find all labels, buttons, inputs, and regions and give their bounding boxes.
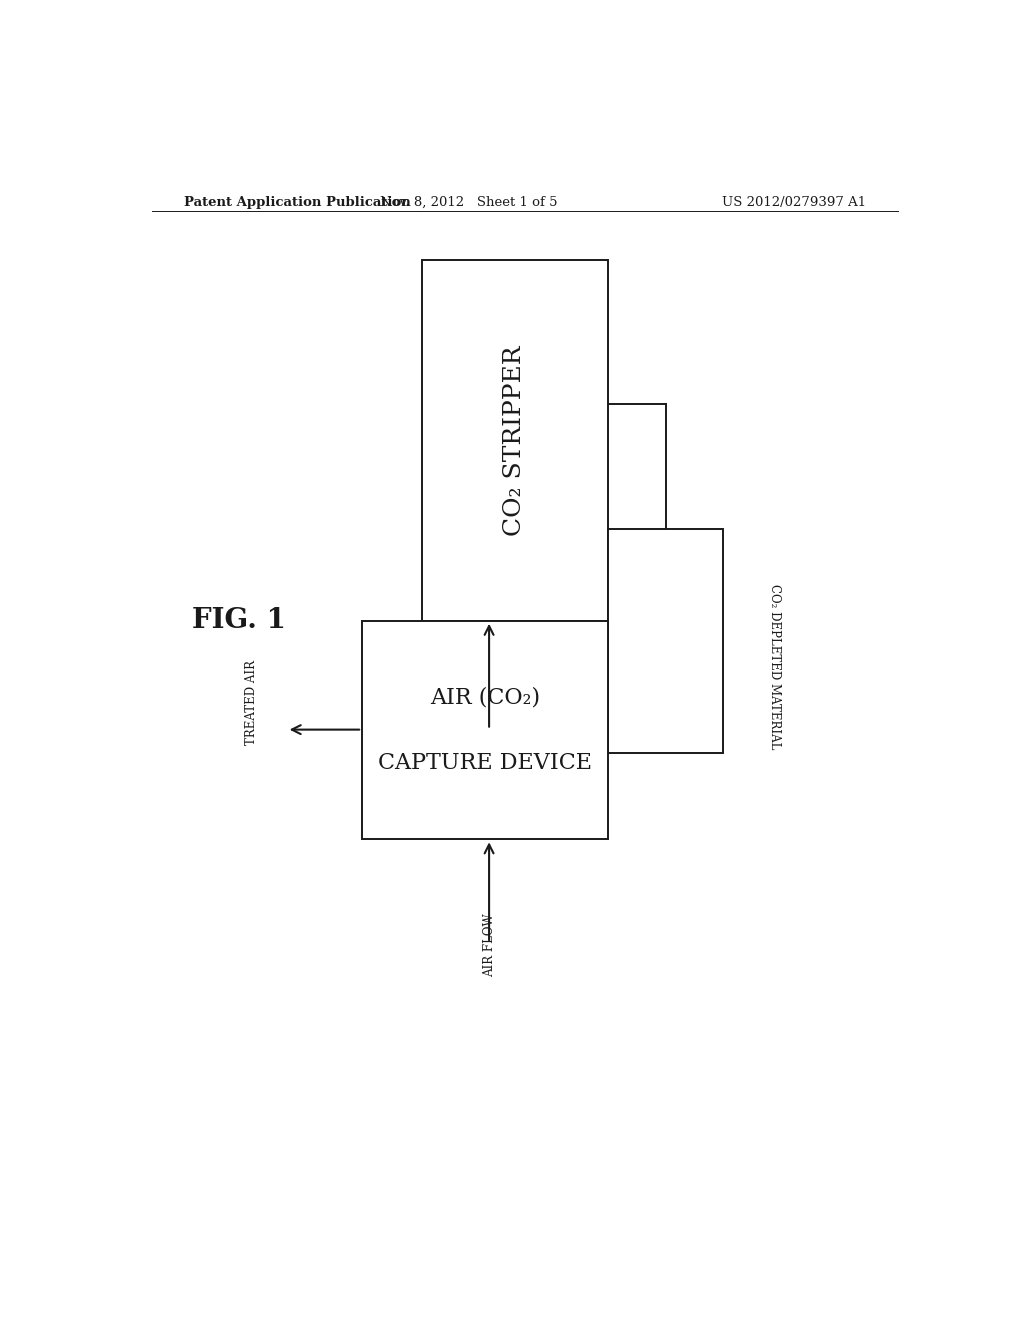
Bar: [608, 529, 723, 752]
Text: TREATED AIR: TREATED AIR: [245, 660, 257, 744]
Text: CAPTURE DEVICE: CAPTURE DEVICE: [378, 751, 592, 774]
Bar: [422, 260, 608, 620]
Text: US 2012/0279397 A1: US 2012/0279397 A1: [722, 195, 866, 209]
Text: AIR (CO₂): AIR (CO₂): [430, 686, 541, 709]
Text: FIG. 1: FIG. 1: [193, 607, 286, 635]
Text: CO₂ STRIPPER: CO₂ STRIPPER: [504, 346, 526, 536]
Text: CO₂ DEPLETED MATERIAL: CO₂ DEPLETED MATERIAL: [768, 583, 781, 750]
Text: Patent Application Publication: Patent Application Publication: [183, 195, 411, 209]
Bar: [362, 620, 608, 840]
Text: AIR FLOW: AIR FLOW: [482, 913, 496, 977]
Text: Nov. 8, 2012   Sheet 1 of 5: Nov. 8, 2012 Sheet 1 of 5: [381, 195, 558, 209]
